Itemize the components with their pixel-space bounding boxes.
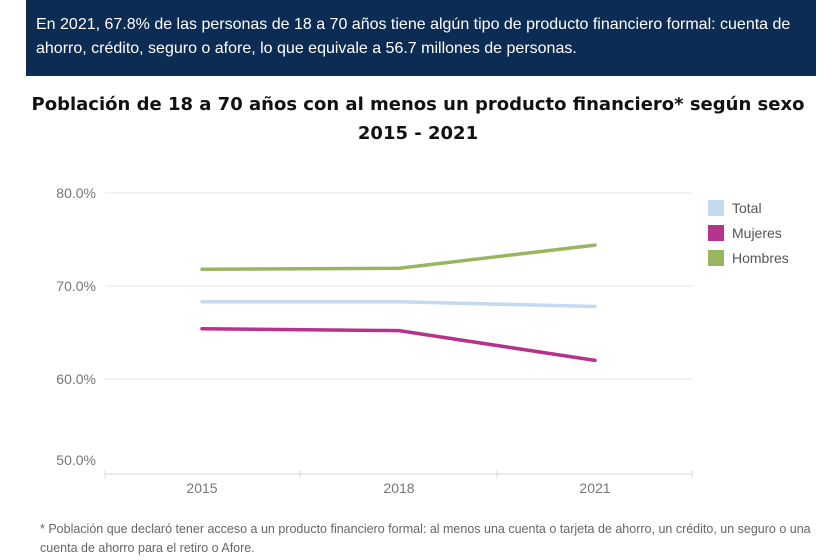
legend-swatch-hombres xyxy=(708,250,724,266)
series-line-hombres xyxy=(200,243,597,272)
chart-title: Población de 18 a 70 años con al menos u… xyxy=(31,94,805,115)
legend-label-mujeres: Mujeres xyxy=(732,225,782,241)
summary-banner: En 2021, 67.8% de las personas de 18 a 7… xyxy=(26,0,816,76)
series-line-total xyxy=(200,300,597,309)
legend-label-hombres: Hombres xyxy=(732,250,789,266)
x-tick-label: 2021 xyxy=(579,480,610,496)
legend-swatch-total xyxy=(708,200,724,216)
chart-subtitle: 2015 - 2021 xyxy=(357,123,479,144)
x-tick-label: 2018 xyxy=(383,480,414,496)
y-tick-label: 50.0% xyxy=(56,452,96,468)
series-line-mujeres xyxy=(200,327,597,363)
summary-text: En 2021, 67.8% de las personas de 18 a 7… xyxy=(36,16,791,57)
y-tick-label: 80.0% xyxy=(56,185,96,201)
x-tick-label: 2015 xyxy=(186,480,217,496)
y-tick-label: 60.0% xyxy=(56,371,96,387)
footnote: * Población que declaró tener acceso a u… xyxy=(40,522,811,555)
line-chart: 80.0% 70.0% 60.0% 50.0% 2015 2018 2021 Total Muj… xyxy=(56,185,789,496)
y-tick-label: 70.0% xyxy=(56,278,96,294)
legend-label-total: Total xyxy=(732,200,762,216)
legend-swatch-mujeres xyxy=(708,225,724,241)
